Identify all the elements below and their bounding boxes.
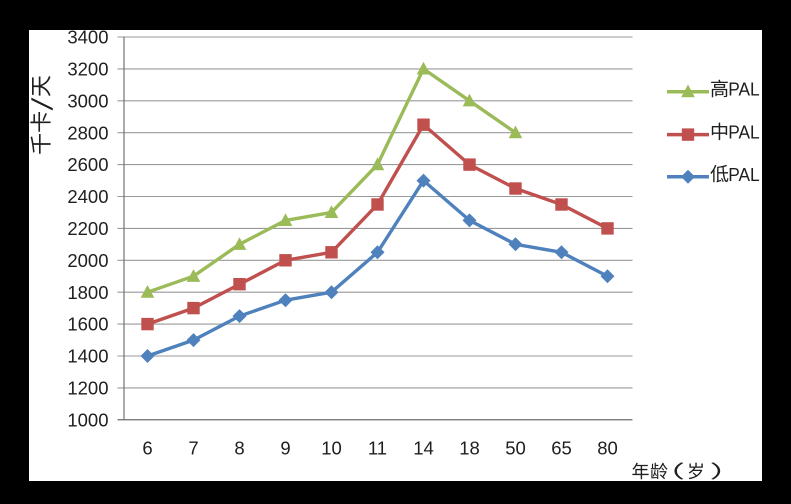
svg-text:8: 8 — [234, 438, 244, 459]
svg-text:11: 11 — [368, 438, 387, 459]
svg-text:1000: 1000 — [67, 409, 108, 430]
svg-text:1400: 1400 — [67, 346, 108, 367]
svg-text:3200: 3200 — [67, 59, 108, 80]
svg-text:3400: 3400 — [67, 27, 108, 48]
svg-text:50: 50 — [505, 438, 526, 459]
svg-text:2000: 2000 — [67, 250, 108, 271]
svg-text:PAL: PAL — [728, 122, 760, 143]
svg-text:65: 65 — [551, 438, 572, 459]
svg-text:14: 14 — [413, 438, 434, 459]
svg-text:7: 7 — [188, 438, 198, 459]
svg-text:1600: 1600 — [67, 314, 108, 335]
svg-text:2800: 2800 — [67, 122, 108, 143]
svg-text:1800: 1800 — [67, 282, 108, 303]
svg-text:9: 9 — [280, 438, 290, 459]
svg-text:2200: 2200 — [67, 218, 108, 239]
svg-text:6: 6 — [142, 438, 152, 459]
svg-text:PAL: PAL — [728, 79, 760, 100]
svg-text:80: 80 — [597, 438, 618, 459]
svg-text:18: 18 — [459, 438, 480, 459]
svg-text:2600: 2600 — [67, 154, 108, 175]
svg-text:10: 10 — [321, 438, 342, 459]
svg-text:1200: 1200 — [67, 378, 108, 399]
svg-text:3000: 3000 — [67, 90, 108, 111]
svg-text:2400: 2400 — [67, 186, 108, 207]
svg-text:PAL: PAL — [728, 164, 760, 185]
